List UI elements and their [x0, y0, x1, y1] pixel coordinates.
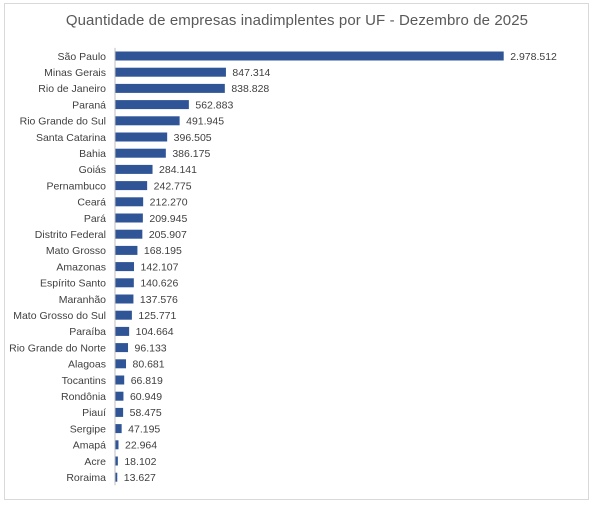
bar — [115, 456, 118, 466]
category-label: Maranhão — [59, 294, 106, 306]
data-label: 168.195 — [144, 245, 182, 257]
bar — [115, 262, 135, 272]
bars — [115, 51, 504, 482]
category-label: Roraima — [66, 472, 106, 484]
category-label: Piauí — [82, 407, 106, 419]
bar — [115, 67, 226, 77]
data-label: 58.475 — [130, 407, 162, 419]
data-label: 140.626 — [140, 278, 178, 290]
category-label: Mato Grosso do Sul — [13, 310, 106, 322]
category-label: Pará — [84, 213, 106, 225]
bar — [115, 83, 225, 93]
category-label: Rio de Janeiro — [38, 83, 106, 95]
bar — [115, 245, 138, 255]
bar — [115, 148, 166, 158]
data-label: 562.883 — [195, 99, 233, 111]
data-label: 60.949 — [130, 391, 162, 403]
bar — [115, 197, 144, 207]
bar — [115, 164, 153, 174]
data-label: 104.664 — [136, 326, 174, 338]
data-label: 80.681 — [133, 359, 165, 371]
category-label: Tocantins — [62, 375, 106, 387]
category-label: São Paulo — [58, 51, 107, 63]
bar — [115, 407, 124, 417]
bar — [115, 343, 129, 353]
bar — [115, 51, 504, 61]
category-label: Rio Grande do Sul — [20, 116, 106, 128]
bar — [115, 100, 189, 110]
bar — [115, 424, 122, 434]
bar — [115, 359, 127, 369]
category-label: Paraíba — [69, 326, 106, 338]
data-label: 18.102 — [124, 456, 156, 468]
category-label: Goiás — [79, 164, 106, 176]
data-label: 396.505 — [174, 132, 212, 144]
chart-frame — [4, 3, 589, 500]
bar — [115, 213, 143, 223]
bar — [115, 375, 125, 385]
bar — [115, 310, 132, 320]
category-label: Pernambuco — [46, 180, 106, 192]
bar — [115, 294, 134, 304]
data-label: 209.945 — [149, 213, 187, 225]
category-label: Ceará — [77, 197, 106, 209]
data-label: 284.141 — [159, 164, 197, 176]
category-label: Distrito Federal — [35, 229, 106, 241]
category-labels: São Paulo Minas Gerais Rio de Janeiro Paran… — [9, 51, 106, 484]
data-label: 13.627 — [124, 472, 156, 484]
data-label: 137.576 — [140, 294, 178, 306]
data-label: 205.907 — [149, 229, 187, 241]
category-label: Acre — [84, 456, 106, 468]
bar — [115, 278, 134, 288]
category-label: Minas Gerais — [44, 67, 106, 79]
data-label: 242.775 — [154, 180, 192, 192]
bar — [115, 132, 168, 142]
data-label: 142.107 — [141, 261, 179, 273]
category-label: Bahia — [79, 148, 106, 160]
bar — [115, 440, 119, 450]
category-label: Espírito Santo — [40, 278, 106, 290]
value-labels: 2.978.512 847.314 838.828 562.883 491.945 396… — [124, 51, 557, 484]
category-label: Amapá — [73, 440, 106, 452]
bar — [115, 391, 124, 401]
category-label: Paraná — [72, 99, 106, 111]
data-label: 212.270 — [150, 197, 188, 209]
category-label: Mato Grosso — [46, 245, 106, 257]
category-label: Rio Grande do Norte — [9, 342, 106, 354]
data-label: 2.978.512 — [510, 51, 557, 63]
bar — [115, 116, 180, 126]
category-label: Rondônia — [61, 391, 106, 403]
data-label: 66.819 — [131, 375, 163, 387]
category-label: Sergipe — [70, 423, 106, 435]
bar — [115, 326, 130, 336]
category-label: Amazonas — [56, 261, 106, 273]
data-label: 386.175 — [172, 148, 210, 160]
category-label: Alagoas — [68, 359, 106, 371]
data-label: 838.828 — [231, 83, 269, 95]
data-label: 22.964 — [125, 440, 157, 452]
chart-title: Quantidade de empresas inadimplentes por… — [65, 12, 529, 29]
bar — [115, 229, 143, 239]
bar — [115, 181, 148, 191]
data-label: 96.133 — [135, 342, 167, 354]
data-label: 491.945 — [186, 116, 224, 128]
data-label: 847.314 — [232, 67, 270, 79]
data-label: 47.195 — [128, 423, 160, 435]
category-label: Santa Catarina — [36, 132, 106, 144]
data-label: 125.771 — [138, 310, 176, 322]
bar — [115, 472, 118, 482]
